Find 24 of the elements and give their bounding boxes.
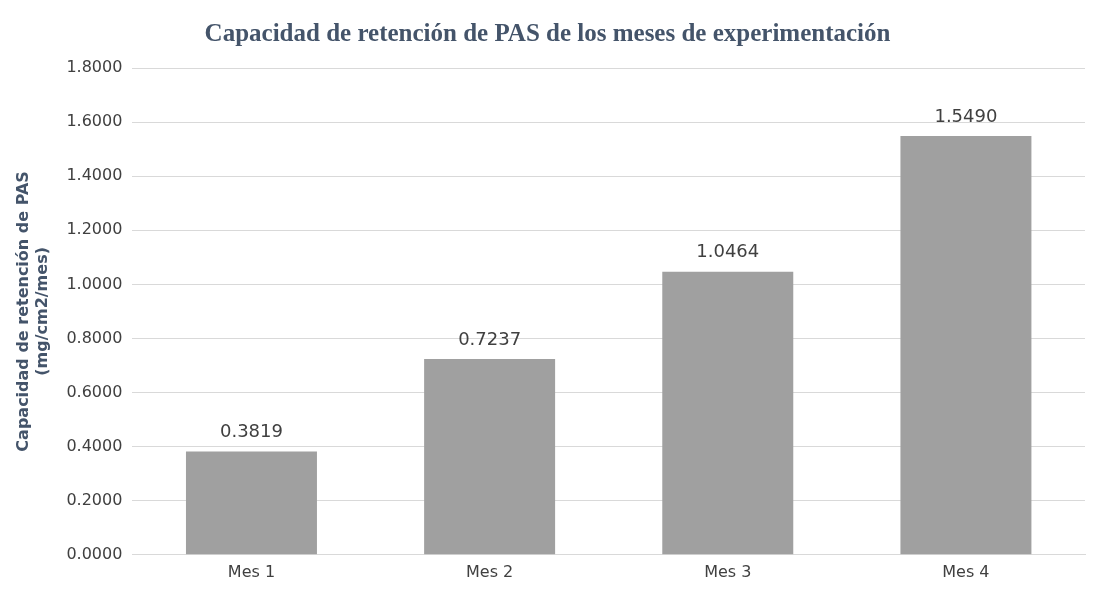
y-tick-label: 0.6000 — [66, 381, 123, 401]
data-label: 1.0464 — [696, 240, 760, 262]
data-label: 0.3819 — [219, 420, 283, 442]
bar — [662, 271, 794, 555]
y-tick-label: 1.6000 — [66, 111, 123, 131]
y-tick-label: 1.2000 — [66, 219, 123, 239]
y-axis-title: Capacidad de retención de PAS (mg/cm2/mes) — [12, 171, 51, 452]
data-label: 0.7237 — [458, 327, 522, 349]
y-tick-label: 1.4000 — [66, 165, 123, 185]
y-tick-label: 0.0000 — [66, 543, 123, 563]
y-tick-label: 1.8000 — [66, 57, 123, 77]
x-tick-label: Mes 4 — [942, 561, 990, 581]
y-tick-label: 0.4000 — [66, 435, 123, 455]
bar — [900, 135, 1032, 555]
x-tick-label: Mes 1 — [227, 561, 276, 581]
y-tick-label: 0.8000 — [66, 327, 123, 347]
data-label: 1.5490 — [934, 104, 998, 126]
x-tick-label: Mes 3 — [704, 561, 752, 581]
bar — [424, 359, 556, 555]
y-tick-label: 1.0000 — [66, 273, 123, 293]
chart-title: Capacidad de retención de PAS de los meses de experimentación — [204, 19, 891, 47]
bar — [185, 451, 317, 555]
y-tick-label: 0.2000 — [66, 489, 123, 509]
x-tick-label: Mes 2 — [465, 561, 514, 581]
